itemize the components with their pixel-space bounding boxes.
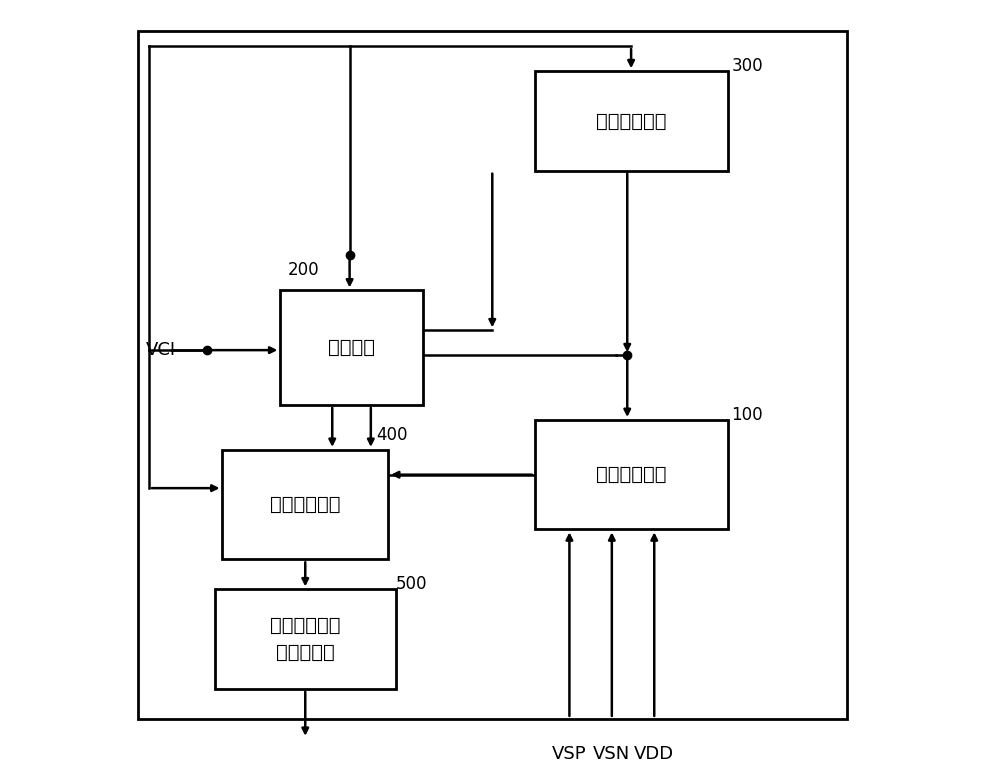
Text: 逻辑电路: 逻辑电路: [328, 338, 375, 357]
FancyBboxPatch shape: [280, 290, 423, 405]
Text: 300: 300: [731, 57, 763, 75]
Text: 电平转换电路: 电平转换电路: [270, 495, 341, 514]
FancyBboxPatch shape: [215, 589, 396, 689]
Text: 移位寄存器信
号输出端口: 移位寄存器信 号输出端口: [270, 616, 341, 662]
FancyBboxPatch shape: [535, 420, 728, 529]
FancyBboxPatch shape: [535, 71, 728, 171]
Text: 200: 200: [288, 262, 320, 279]
Text: 400: 400: [377, 426, 408, 444]
Text: VDD: VDD: [634, 745, 674, 762]
Text: 100: 100: [731, 406, 763, 424]
FancyBboxPatch shape: [138, 31, 847, 719]
Text: VSP: VSP: [552, 745, 587, 762]
Text: VCI: VCI: [146, 341, 176, 359]
FancyBboxPatch shape: [222, 450, 388, 560]
Text: 电压检测电路: 电压检测电路: [596, 111, 666, 131]
Text: 500: 500: [396, 575, 427, 594]
Text: 电源管理电路: 电源管理电路: [596, 465, 666, 485]
Text: VSN: VSN: [593, 745, 630, 762]
